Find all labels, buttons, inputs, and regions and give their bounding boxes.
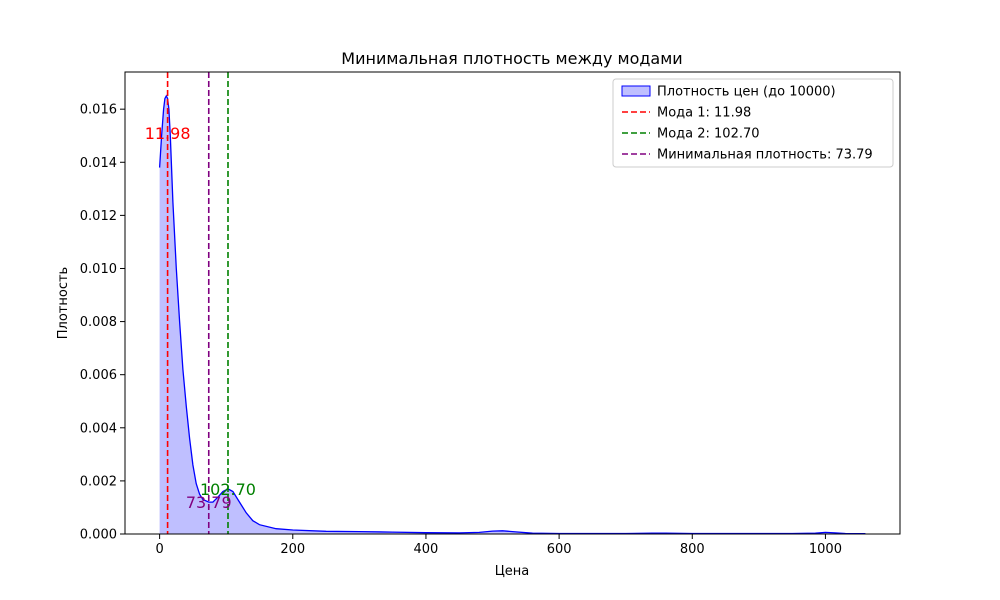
- y-tick-label: 0.014: [80, 156, 117, 171]
- annotation-3: 73.79: [186, 493, 232, 512]
- legend-label: Плотность цен (до 10000): [657, 85, 836, 100]
- plot-area: [158, 72, 866, 535]
- legend-swatch: [621, 85, 651, 97]
- density-line: [158, 94, 866, 535]
- y-tick-label: 0.002: [80, 474, 117, 489]
- legend-box: [612, 78, 894, 168]
- x-tick-label: 1000: [809, 542, 842, 557]
- y-tick-label: 0.006: [80, 368, 117, 383]
- y-tick-label: 0.000: [80, 528, 117, 543]
- legend-label: Мода 2: 102.70: [657, 127, 760, 142]
- y-tick-label: 0.010: [80, 262, 117, 277]
- y-axis-title: Плотность: [56, 267, 71, 339]
- x-axis: 0 200 400 600 800 1000: [155, 534, 842, 557]
- y-tick-label: 0.008: [80, 315, 117, 330]
- legend-label: Мода 1: 11.98: [657, 106, 751, 121]
- x-tick-label: 0: [155, 542, 163, 557]
- x-axis-title: Цена: [495, 564, 530, 579]
- y-axis: 0.000 0.002 0.004 0.006 0.008 0.010 0.012 0.014…: [80, 103, 125, 543]
- x-tick-label: 800: [680, 542, 705, 557]
- x-tick-label: 200: [280, 542, 305, 557]
- legend-label: Минимальная плотность: 73.79: [657, 148, 873, 163]
- x-tick-label: 600: [547, 542, 572, 557]
- chart-title: Минимальная плотность между модами: [341, 49, 682, 68]
- y-tick-label: 0.004: [80, 421, 117, 436]
- y-tick-label: 0.012: [80, 209, 117, 224]
- annotation-2: 102.70: [200, 480, 256, 499]
- plot-frame: [124, 71, 901, 535]
- legend: Плотность цен (до 10000) Мода 1: 11.98 Мод…: [612, 78, 894, 168]
- x-tick-label: 400: [414, 542, 439, 557]
- annotation-1: 11.98: [145, 124, 191, 143]
- y-tick-label: 0.016: [80, 103, 117, 118]
